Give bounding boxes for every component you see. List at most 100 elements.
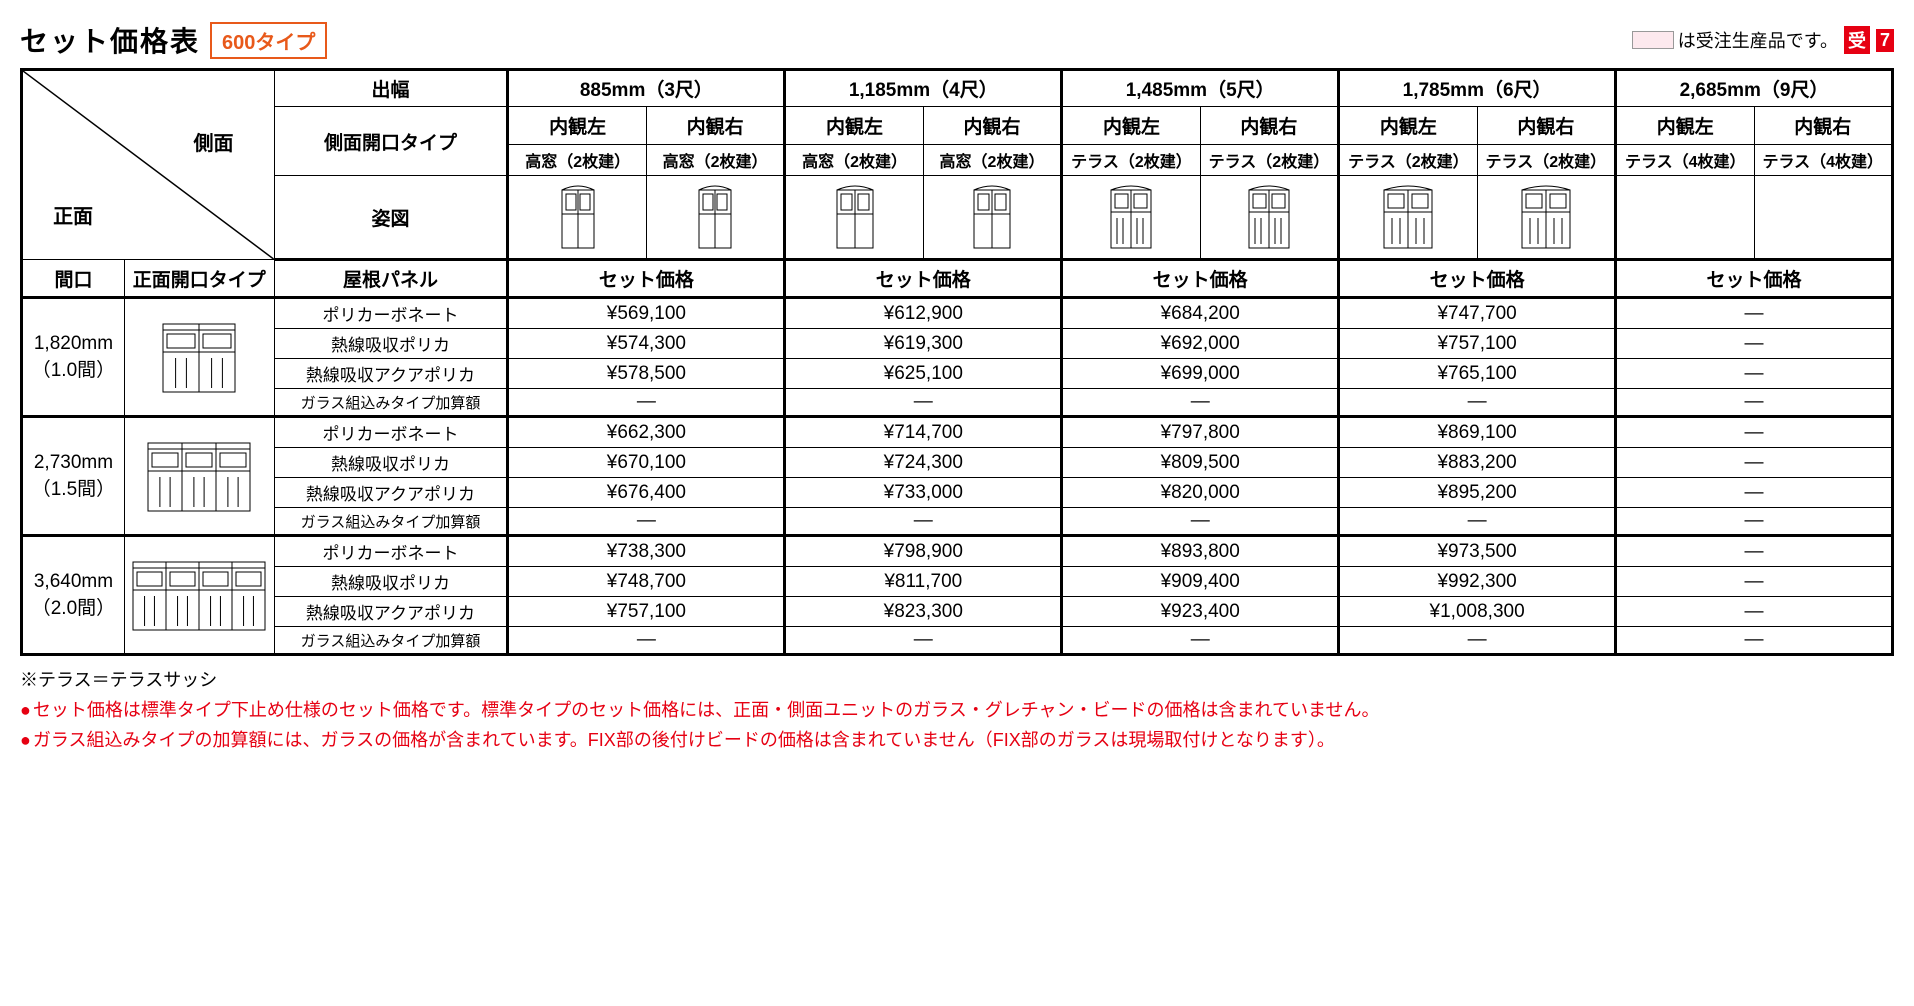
depth-col-0: 885mm（3尺） <box>508 70 785 107</box>
panel-icon <box>558 182 598 252</box>
figure-label: 姿図 <box>274 176 508 260</box>
title-group: セット価格表 600タイプ <box>20 20 327 60</box>
price-cell: — <box>1616 329 1893 359</box>
price-cell: — <box>1616 567 1893 597</box>
side-label: 側面 <box>193 127 233 156</box>
price-cell: — <box>1339 508 1616 536</box>
price-cell: — <box>1616 478 1893 508</box>
view-right-1: 内観右 <box>923 107 1061 145</box>
figure-2-l <box>1062 176 1200 260</box>
legend-swatch <box>1632 31 1674 49</box>
price-table: 側面 正面 出幅 885mm（3尺） 1,185mm（4尺） 1,485mm（5… <box>20 68 1894 656</box>
legend-text: は受注生産品です。 <box>1678 27 1838 53</box>
front-figure-cell <box>124 298 274 417</box>
price-cell: ¥612,900 <box>785 298 1062 329</box>
price-cell: ¥869,100 <box>1339 417 1616 448</box>
sub-right-4: テラス（4枚建） <box>1754 145 1893 176</box>
depth-col-2: 1,485mm（5尺） <box>1062 70 1339 107</box>
price-cell: — <box>1616 627 1893 655</box>
panel-type-cell: ガラス組込みタイプ加算額 <box>274 508 508 536</box>
footnote-1: ※テラス＝テラスサッシ <box>20 666 1894 692</box>
price-cell: — <box>1339 389 1616 417</box>
price-cell: — <box>1616 389 1893 417</box>
opening-cell: 1,820mm（1.0間） <box>22 298 125 417</box>
panel-icon <box>1245 182 1293 252</box>
price-cell: — <box>1616 417 1893 448</box>
price-cell: ¥747,700 <box>1339 298 1616 329</box>
price-cell: ¥724,300 <box>785 448 1062 478</box>
panel-type-cell: ポリカーボネート <box>274 417 508 448</box>
price-cell: ¥797,800 <box>1062 417 1339 448</box>
panel-type-cell: 熱線吸収アクアポリカ <box>274 478 508 508</box>
price-cell: ¥662,300 <box>508 417 785 448</box>
page-title: セット価格表 <box>20 20 200 60</box>
view-left-4: 内観左 <box>1616 107 1754 145</box>
price-cell: ¥909,400 <box>1062 567 1339 597</box>
price-cell: ¥699,000 <box>1062 359 1339 389</box>
depth-col-1: 1,185mm（4尺） <box>785 70 1062 107</box>
set-price-3: セット価格 <box>1339 260 1616 298</box>
price-cell: ¥809,500 <box>1062 448 1339 478</box>
footnote-2: セット価格は標準タイプ下止め仕様のセット価格です。標準タイプのセット価格には、正… <box>20 696 1894 722</box>
price-cell: ¥823,300 <box>785 597 1062 627</box>
price-cell: ¥765,100 <box>1339 359 1616 389</box>
sub-right-2: テラス（2枚建） <box>1200 145 1338 176</box>
sub-left-2: テラス（2枚建） <box>1062 145 1200 176</box>
view-right-4: 内観右 <box>1754 107 1893 145</box>
price-cell: ¥748,700 <box>508 567 785 597</box>
set-price-2: セット価格 <box>1062 260 1339 298</box>
price-cell: — <box>508 508 785 536</box>
view-right-0: 内観右 <box>646 107 784 145</box>
sub-right-3: テラス（2枚建） <box>1477 145 1615 176</box>
legend-badge-1: 受 <box>1844 26 1870 54</box>
price-cell: — <box>1062 389 1339 417</box>
price-cell: ¥569,100 <box>508 298 785 329</box>
price-cell: ¥1,008,300 <box>1339 597 1616 627</box>
sub-left-3: テラス（2枚建） <box>1339 145 1477 176</box>
price-cell: ¥893,800 <box>1062 536 1339 567</box>
figure-0-r <box>646 176 784 260</box>
opening-cell: 3,640mm（2.0間） <box>22 536 125 655</box>
price-cell: — <box>1616 536 1893 567</box>
view-left-2: 内観左 <box>1062 107 1200 145</box>
panel-type-cell: 熱線吸収ポリカ <box>274 567 508 597</box>
opening-label: 間口 <box>22 260 125 298</box>
view-right-2: 内観右 <box>1200 107 1338 145</box>
figure-1-l <box>785 176 923 260</box>
price-cell: ¥992,300 <box>1339 567 1616 597</box>
price-cell: ¥578,500 <box>508 359 785 389</box>
price-cell: ¥714,700 <box>785 417 1062 448</box>
figure-1-r <box>923 176 1061 260</box>
price-cell: ¥895,200 <box>1339 478 1616 508</box>
figure-2-r <box>1200 176 1338 260</box>
figure-4-r <box>1754 176 1893 260</box>
panel-type-cell: 熱線吸収ポリカ <box>274 329 508 359</box>
depth-col-4: 2,685mm（9尺） <box>1616 70 1893 107</box>
panel-type-cell: ポリカーボネート <box>274 298 508 329</box>
price-cell: ¥738,300 <box>508 536 785 567</box>
front-figure-cell <box>124 536 274 655</box>
sub-left-0: 高窓（2枚建） <box>508 145 646 176</box>
price-cell: ¥692,000 <box>1062 329 1339 359</box>
price-cell: ¥798,900 <box>785 536 1062 567</box>
price-cell: — <box>508 627 785 655</box>
figure-3-r <box>1477 176 1615 260</box>
price-cell: ¥684,200 <box>1062 298 1339 329</box>
price-cell: ¥883,200 <box>1339 448 1616 478</box>
set-price-0: セット価格 <box>508 260 785 298</box>
price-cell: — <box>1616 359 1893 389</box>
front-panel-icon <box>144 437 254 515</box>
front-label: 正面 <box>53 200 93 229</box>
price-cell: ¥757,100 <box>1339 329 1616 359</box>
price-cell: — <box>1616 597 1893 627</box>
price-cell: — <box>785 627 1062 655</box>
sub-left-4: テラス（4枚建） <box>1616 145 1754 176</box>
sub-right-0: 高窓（2枚建） <box>646 145 784 176</box>
front-figure-cell <box>124 417 274 536</box>
price-cell: ¥619,300 <box>785 329 1062 359</box>
price-cell: — <box>785 508 1062 536</box>
panel-type-cell: ガラス組込みタイプ加算額 <box>274 627 508 655</box>
legend: は受注生産品です。 受 7 <box>1632 26 1894 54</box>
depth-label: 出幅 <box>274 70 508 107</box>
price-cell: — <box>1616 508 1893 536</box>
